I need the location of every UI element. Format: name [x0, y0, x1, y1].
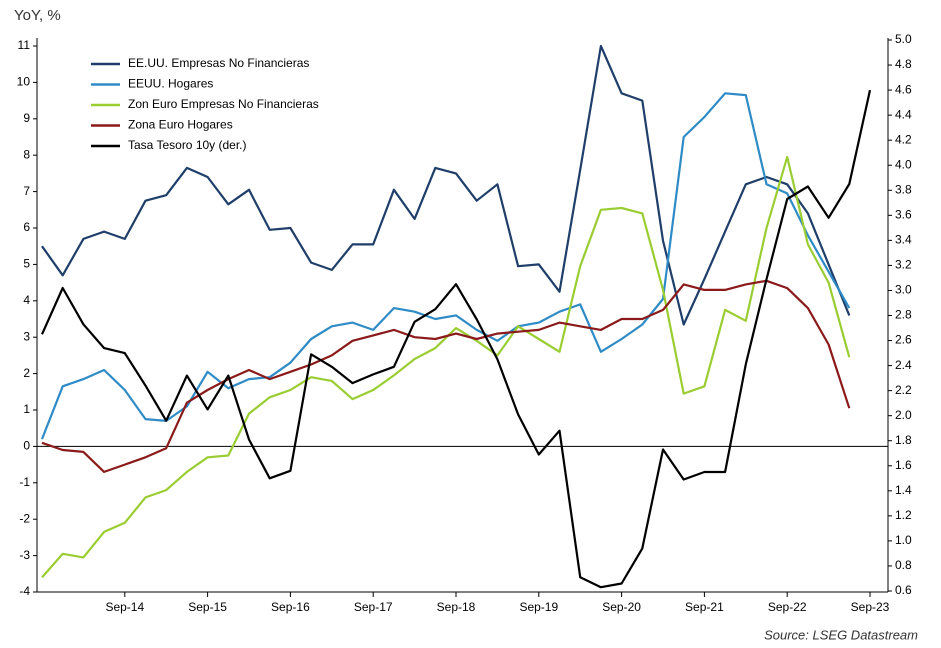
series-line	[41, 155, 851, 579]
y2-tick-label: 0.8	[895, 558, 912, 572]
series-line	[40, 92, 851, 440]
y2-tick-label: 1.8	[895, 433, 912, 447]
y-axis-title: YoY, %	[14, 7, 61, 24]
y2-tick-label: 4.4	[895, 107, 912, 121]
y2-tick-label: 2.6	[895, 333, 912, 347]
y-tick-label: 4	[23, 293, 30, 307]
y-tick-label: 2	[23, 366, 30, 380]
x-tick-label: Sep-19	[519, 600, 558, 614]
x-tick-label: Sep-15	[188, 600, 227, 614]
legend-label: EE.UU. Empresas No Financieras	[128, 56, 309, 70]
x-tick-label: Sep-21	[685, 600, 724, 614]
y2-tick-label: 2.2	[895, 383, 912, 397]
y2-tick-label: 3.2	[895, 258, 912, 272]
y2-tick-label: 4.6	[895, 82, 912, 96]
series-line	[40, 89, 872, 589]
y2-tick-label: 1.6	[895, 458, 912, 472]
legend-label: Tasa Tesoro 10y (der.)	[128, 138, 247, 152]
y2-tick-label: 1.0	[895, 533, 912, 547]
y2-tick-label: 1.4	[895, 483, 912, 497]
y2-tick-label: 2.4	[895, 358, 912, 372]
y-tick-label: -1	[19, 475, 30, 489]
y-tick-label: 5	[23, 257, 30, 271]
source: Source: LSEG Datastream	[764, 627, 918, 642]
y-tick-label: -2	[19, 511, 30, 525]
y2-tick-label: 3.4	[895, 233, 912, 247]
y-tick-label: 9	[23, 111, 30, 125]
series-line	[41, 279, 851, 473]
y-tick-label: 7	[23, 184, 30, 198]
legend-label: EEUU. Hogares	[128, 77, 213, 91]
x-tick-label: Sep-16	[271, 600, 310, 614]
y-tick-label: 6	[23, 220, 30, 234]
y2-tick-label: 3.6	[895, 207, 912, 221]
y-tick-label: -4	[19, 584, 30, 598]
y2-tick-label: 2.0	[895, 408, 912, 422]
y2-tick-label: 0.6	[895, 583, 912, 597]
y2-tick-label: 4.0	[895, 157, 912, 171]
y-tick-label: 1	[23, 402, 30, 416]
y-tick-label: 11	[18, 38, 31, 52]
legend-label: Zona Euro Hogares	[128, 118, 233, 132]
y-tick-label: 3	[23, 329, 30, 343]
x-tick-label: Sep-22	[768, 600, 807, 614]
series-line	[41, 44, 851, 326]
x-tick-label: Sep-17	[354, 600, 393, 614]
x-tick-label: Sep-20	[602, 600, 641, 614]
x-tick-label: Sep-18	[437, 600, 476, 614]
y-tick-label: 0	[23, 439, 30, 453]
y2-tick-label: 2.8	[895, 308, 912, 322]
legend-label: Zon Euro Empresas No Financieras	[128, 97, 319, 111]
y2-tick-label: 4.8	[895, 57, 912, 71]
x-tick-label: Sep-23	[851, 600, 890, 614]
x-tick-label: Sep-14	[105, 600, 144, 614]
y2-tick-label: 3.0	[895, 283, 912, 297]
y-tick-label: 8	[23, 147, 30, 161]
y-tick-label: -3	[19, 548, 30, 562]
y2-tick-label: 1.2	[895, 508, 912, 522]
y2-tick-label: 3.8	[895, 182, 912, 196]
y2-tick-label: 5.0	[895, 32, 912, 46]
y-tick-label: 10	[17, 75, 31, 89]
y2-tick-label: 4.2	[895, 132, 912, 146]
